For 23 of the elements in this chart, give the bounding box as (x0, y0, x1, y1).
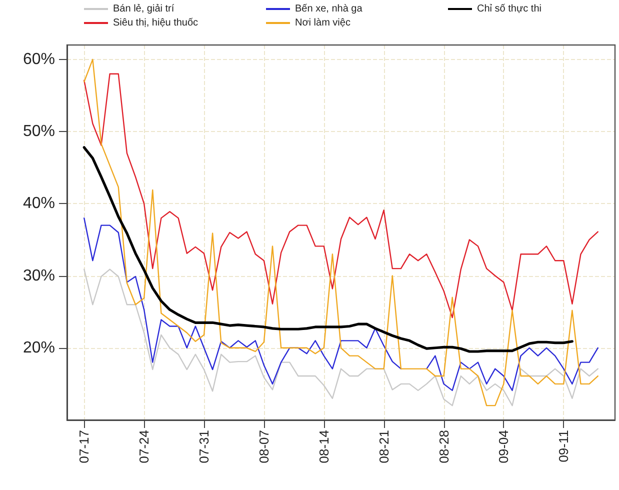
legend-label: Chỉ số thực thi (477, 4, 542, 14)
x-tick-label: 07-31 (196, 430, 212, 464)
y-tick-label: 60% (22, 50, 55, 68)
y-tick-label: 40% (22, 195, 55, 212)
x-tick-label: 07-17 (76, 430, 92, 464)
line-series (84, 73, 598, 318)
x-tick-label: 09-11 (556, 430, 572, 462)
x-tick-label: 08-07 (256, 430, 272, 464)
y-tick-label: 50% (22, 123, 55, 140)
legend-label: Bán lẻ, giải trí (113, 4, 174, 14)
x-tick-label: 09-04 (496, 430, 512, 464)
x-tick-label: 07-24 (136, 430, 152, 464)
line-series (84, 58, 598, 406)
y-tick-label: 20% (22, 339, 55, 356)
y-tick-label: 30% (22, 267, 55, 284)
x-tick-label: 08-14 (316, 430, 332, 464)
legend-label: Bến xe, nhà ga (295, 4, 363, 14)
x-tick-label: 08-28 (436, 430, 452, 464)
line-series (84, 268, 598, 406)
x-tick-label: 08-21 (376, 430, 392, 464)
line-series (82, 146, 574, 353)
legend-label: Siêu thị, hiệu thuốc (113, 18, 198, 28)
legend-label: Nơi làm việc (295, 18, 350, 28)
